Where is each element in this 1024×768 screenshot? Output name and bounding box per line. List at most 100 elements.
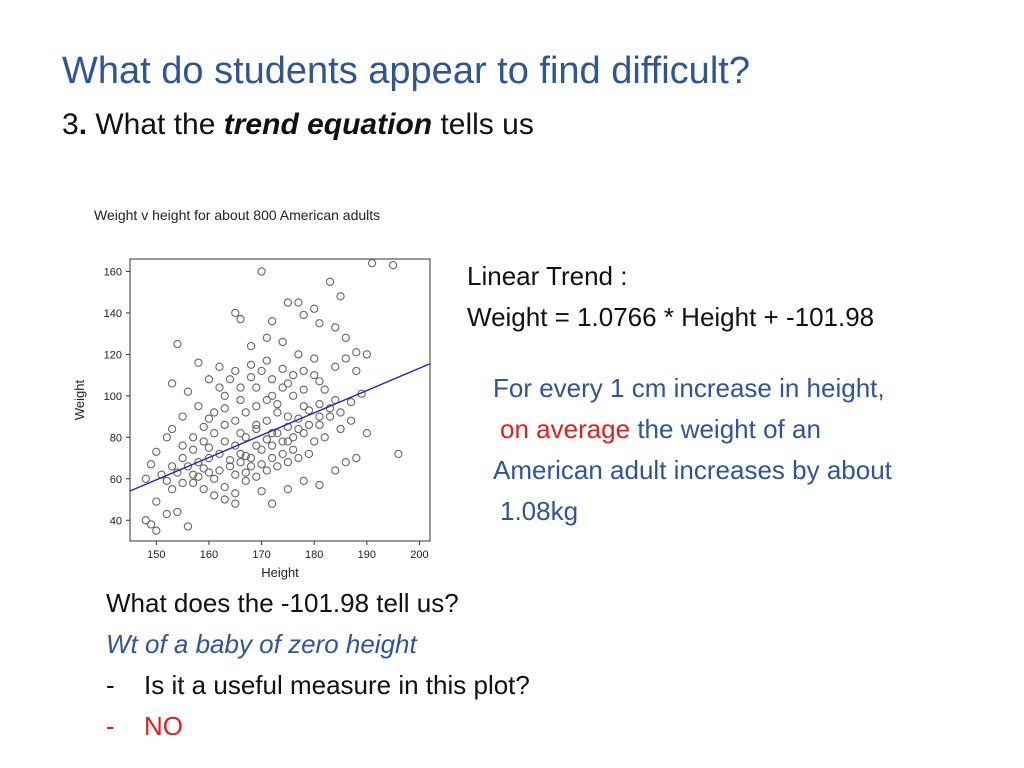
subtitle-pre: What the [87,108,224,141]
y-tick-label: 120 [104,349,122,361]
data-point [194,458,203,467]
data-point [299,429,308,438]
data-point [236,458,245,467]
data-point [236,314,245,324]
data-point [241,451,250,461]
data-point [141,516,150,525]
data-point [278,337,287,347]
data-point [304,449,314,459]
data-point [273,462,282,471]
data-point [283,485,293,494]
data-point [189,433,198,442]
data-point [167,485,177,494]
data-point [225,462,235,471]
data-point [289,370,298,380]
data-point [215,466,224,475]
x-tick-label: 200 [410,549,428,561]
data-point [257,487,266,496]
data-point [325,277,335,286]
data-point [262,333,271,342]
y-tick-label: 100 [104,391,122,403]
data-point [267,375,277,384]
scatter-chart: 150 160 170 180 190 200 40 60 80 100 120 140 160 Heig… [72,258,431,580]
data-point [283,458,293,467]
y-tick-label: 140 [104,308,122,320]
data-point [231,366,240,376]
data-point [336,424,345,434]
data-point [262,435,271,444]
data-point [394,449,403,459]
data-point [367,258,377,268]
data-point [267,441,277,450]
data-point [257,267,266,276]
subtitle-dot: . [78,108,88,141]
data-point [152,447,161,456]
data-point [278,449,287,459]
data-point [199,464,208,473]
data-point [267,429,277,438]
data-point [225,455,235,465]
data-point [294,298,303,307]
x-axis-label: Height [261,565,299,580]
data-point [220,420,229,430]
data-point [352,348,361,357]
data-point [304,420,314,430]
data-point [231,489,240,498]
x-tick-label: 180 [305,549,323,561]
data-point [178,412,187,421]
data-point [331,466,340,475]
data-point [315,412,324,421]
data-point [341,458,350,467]
data-point [146,520,156,529]
data-point [315,399,324,409]
data-point [210,491,219,500]
qa-bullet-1: - Is it a useful measure in this plot? [106,665,530,706]
data-point [262,395,271,405]
data-point [173,339,182,349]
data-point [346,416,356,425]
qa-bullet-2-text: NO [144,711,183,741]
data-point [162,433,171,442]
data-point [152,526,161,535]
data-point [236,429,245,438]
data-point [246,462,256,471]
data-point [167,424,177,434]
trend-block: Linear Trend : Weight = 1.0766 * Height … [467,256,874,338]
data-point [310,370,319,380]
data-point [246,453,256,463]
data-point [262,466,271,475]
data-point [352,453,361,463]
interp-line-2: on average the weight of an [493,409,892,450]
data-point [341,333,350,342]
data-point [189,478,198,488]
subtitle-emphasis: trend equation [223,108,433,141]
data-point [167,379,177,388]
data-point [283,298,293,307]
data-point [283,437,293,446]
data-point [315,319,324,328]
data-point [220,482,229,492]
data-point [225,375,235,384]
data-point [289,391,298,401]
x-tick-label: 160 [200,549,218,561]
data-point [199,485,208,494]
data-point [262,416,271,425]
data-point [204,453,214,463]
data-point [220,437,229,446]
data-point [283,412,293,421]
data-point [257,445,266,454]
data-point [252,472,261,481]
data-point [141,474,150,483]
data-point [220,404,229,413]
data-point [294,453,303,463]
data-point [278,383,287,392]
data-point [189,445,198,454]
data-point [231,470,240,479]
data-point [273,399,282,409]
data-point [183,387,193,396]
qa-question: What does the -101.98 tell us? [106,588,459,618]
data-point [325,412,335,421]
interp-on-average: on average [500,414,631,444]
slide-title: What do students appear to find difficul… [62,50,750,92]
data-point [331,323,340,332]
